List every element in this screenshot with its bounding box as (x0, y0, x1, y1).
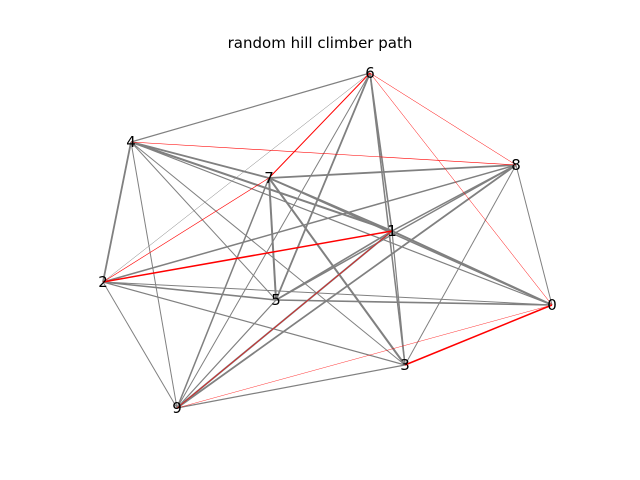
path-edge-0-6 (369, 72, 553, 306)
edge-2-5 (102, 281, 277, 301)
edge-4-5 (130, 141, 277, 301)
path-edge-6-7 (268, 72, 371, 179)
edge-0-2 (102, 281, 553, 306)
nodes-layer: 0 1 2 3 4 5 6 7 8 9 (98, 64, 557, 417)
edge-5-9 (176, 299, 277, 409)
path-edge-6-8 (369, 72, 517, 166)
edge-5-6 (275, 72, 371, 301)
path-edge-2-7 (102, 177, 270, 283)
edges-layer (102, 72, 553, 409)
edge-0-8 (515, 164, 553, 306)
path-edge-1-9 (176, 230, 393, 409)
edge-7-9 (176, 177, 270, 409)
edge-5-8 (275, 164, 517, 301)
node-label-7: 7 (264, 169, 274, 187)
edge-3-6 (369, 72, 406, 366)
node-label-5: 5 (271, 291, 281, 309)
edge-7-8 (268, 164, 517, 179)
path-edge-1-2 (102, 230, 393, 283)
edge-2-6 (102, 72, 371, 283)
edge-2-4 (102, 141, 132, 283)
path-edge-0-9 (176, 304, 553, 409)
edge-1-4 (130, 141, 393, 232)
edge-3-8 (404, 164, 517, 366)
edge-6-9 (176, 72, 371, 409)
edge-4-6 (130, 72, 371, 143)
node-label-3: 3 (400, 356, 410, 374)
edge-4-9 (130, 141, 178, 409)
path-edge-4-8 (130, 141, 517, 166)
edge-2-8 (102, 164, 517, 283)
edge-5-7 (268, 177, 277, 301)
node-label-0: 0 (547, 296, 557, 314)
node-label-9: 9 (172, 399, 182, 417)
edge-0-5 (275, 299, 553, 306)
edge-1-7 (268, 177, 393, 232)
node-label-6: 6 (365, 64, 375, 82)
edge-4-7 (130, 141, 270, 179)
node-label-4: 4 (126, 133, 136, 151)
edge-8-9 (176, 164, 517, 409)
node-label-1: 1 (387, 222, 397, 240)
path-edge-0-3 (404, 304, 553, 366)
edge-2-9 (102, 281, 178, 409)
node-label-2: 2 (98, 273, 108, 291)
edge-3-9 (176, 364, 406, 409)
diagram-title: random hill climber path (227, 34, 413, 52)
node-label-8: 8 (511, 156, 521, 174)
edge-0-4 (130, 141, 553, 306)
